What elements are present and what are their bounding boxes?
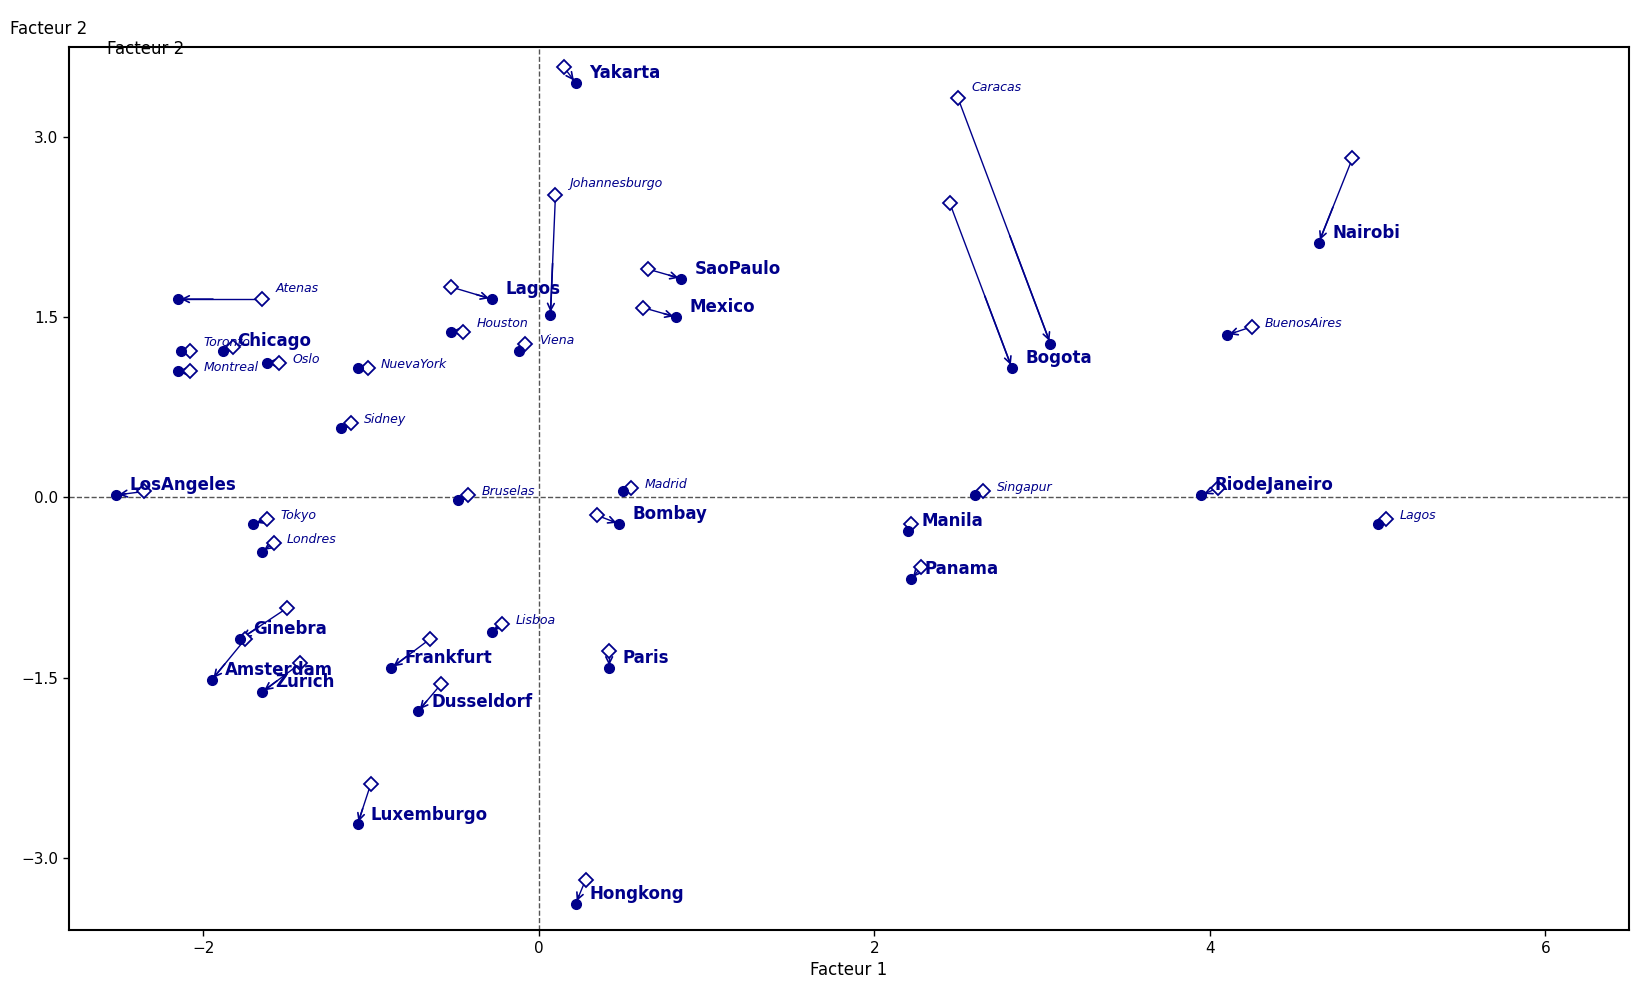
- Text: Atenas: Atenas: [276, 282, 318, 295]
- Text: Viena: Viena: [538, 334, 574, 347]
- Text: Tokyo: Tokyo: [280, 509, 317, 522]
- Text: Luxemburgo: Luxemburgo: [371, 806, 488, 824]
- Text: Bogota: Bogota: [1025, 349, 1092, 367]
- Text: SaoPaulo: SaoPaulo: [695, 260, 780, 278]
- Text: Bruselas: Bruselas: [482, 485, 535, 498]
- Text: Mexico: Mexico: [690, 298, 756, 316]
- Text: Facteur 2: Facteur 2: [107, 40, 185, 58]
- Text: Madrid: Madrid: [645, 478, 686, 491]
- Text: Yakarta: Yakarta: [589, 64, 660, 82]
- Text: Johannesburgo: Johannesburgo: [569, 177, 662, 190]
- Text: Ginebra: Ginebra: [254, 620, 327, 638]
- Text: Caracas: Caracas: [972, 81, 1021, 94]
- Text: Oslo: Oslo: [292, 353, 320, 366]
- Text: Montreal: Montreal: [203, 361, 259, 374]
- Text: Lagos: Lagos: [505, 280, 559, 298]
- Text: Singapur: Singapur: [997, 481, 1053, 494]
- Text: NuevaYork: NuevaYork: [381, 358, 447, 371]
- Text: Dusseldorf: Dusseldorf: [431, 693, 533, 711]
- Text: LosAngeles: LosAngeles: [129, 476, 236, 494]
- Text: Frankfurt: Frankfurt: [404, 649, 492, 667]
- Text: Paris: Paris: [622, 649, 670, 667]
- Text: RiodeJaneiro: RiodeJaneiro: [1214, 476, 1333, 494]
- Text: Facteur 2: Facteur 2: [10, 20, 87, 38]
- Text: Lisboa: Lisboa: [515, 614, 556, 627]
- Text: Nairobi: Nairobi: [1332, 224, 1401, 242]
- Text: Chicago: Chicago: [236, 332, 310, 350]
- Text: Amsterdam: Amsterdam: [224, 661, 333, 679]
- Text: Toronto: Toronto: [203, 336, 251, 349]
- Text: Zurich: Zurich: [276, 673, 335, 691]
- Text: Lagos: Lagos: [1399, 509, 1436, 522]
- Text: Houston: Houston: [477, 317, 528, 330]
- Text: BuenosAires: BuenosAires: [1266, 317, 1343, 330]
- Text: Manila: Manila: [921, 512, 983, 530]
- Text: Hongkong: Hongkong: [589, 885, 683, 903]
- Text: Panama: Panama: [924, 560, 998, 578]
- Text: Sidney: Sidney: [365, 413, 406, 426]
- Text: Bombay: Bombay: [632, 505, 708, 523]
- Text: Londres: Londres: [287, 533, 337, 546]
- X-axis label: Facteur 1: Facteur 1: [810, 961, 888, 979]
